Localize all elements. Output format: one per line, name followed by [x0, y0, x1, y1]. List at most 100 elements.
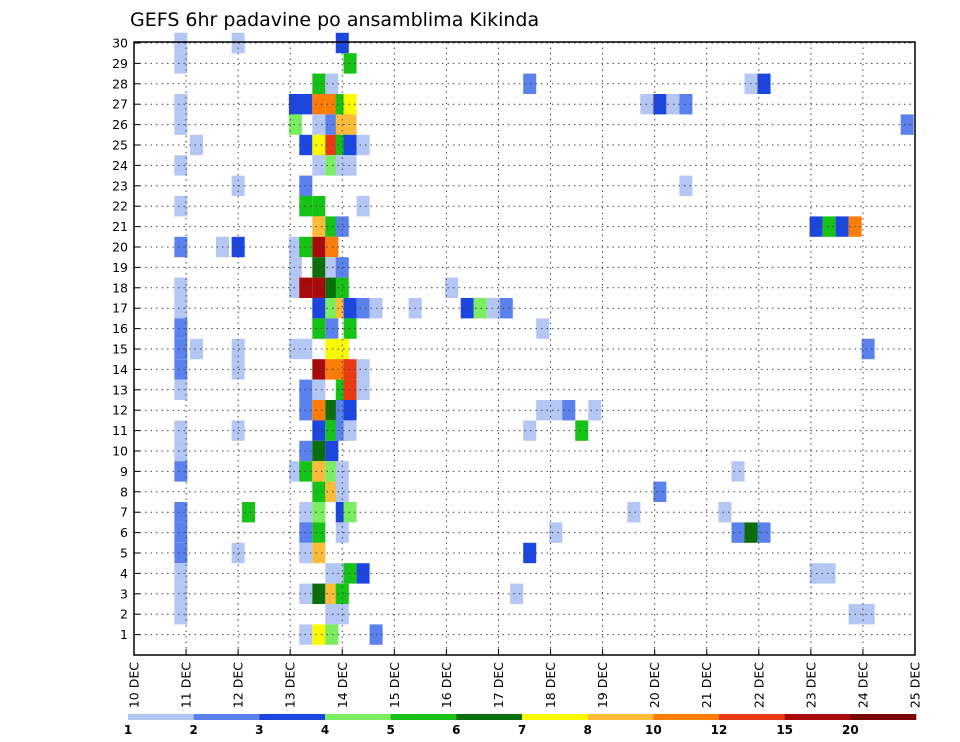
precip-cell — [861, 604, 875, 625]
colorbar-legend: 1 2 3 4 5 6 7 8 10 12 15 20 — [124, 714, 917, 737]
y-tick-label: 8 — [120, 484, 128, 499]
y-tick-label: 1 — [120, 627, 128, 642]
precip-cell — [588, 400, 602, 421]
precip-cell — [189, 134, 203, 156]
precip-cell — [325, 420, 339, 441]
precip-cell — [335, 338, 349, 360]
precip-cell — [343, 502, 357, 523]
precip-cell — [174, 236, 188, 258]
precip-cell — [325, 400, 339, 421]
precip-cell — [325, 359, 339, 380]
precip-cell — [242, 502, 256, 523]
precip-cell — [312, 400, 326, 421]
precip-cell — [325, 583, 339, 604]
precip-cell — [325, 114, 339, 135]
precip-cell — [325, 604, 339, 625]
precip-cell — [343, 563, 357, 584]
colorbar-label: 7 — [518, 723, 526, 737]
y-tick-label: 4 — [120, 566, 128, 581]
y-axis: 1234567891011121314151617181920212223242… — [112, 36, 140, 642]
precip-cell — [312, 440, 326, 462]
colorbar-label: 3 — [255, 723, 263, 737]
precip-cell — [536, 400, 550, 421]
x-tick-label: 22 DEC — [751, 662, 766, 708]
precip-cell — [312, 583, 326, 604]
colorbar-swatch — [193, 714, 260, 720]
colorbar-label: 2 — [189, 723, 197, 737]
precip-cell — [174, 53, 188, 74]
colorbar-swatch — [719, 714, 785, 720]
colorbar-label: 15 — [776, 723, 793, 737]
precip-cell — [679, 94, 693, 115]
precip-cell — [174, 298, 188, 319]
precip-cell — [174, 563, 188, 584]
precip-cell — [312, 257, 326, 278]
colorbar-swatch — [259, 714, 326, 720]
precip-cell — [325, 155, 339, 176]
precip-cell — [343, 155, 357, 176]
precip-cell — [174, 155, 188, 176]
precip-cell — [325, 624, 339, 645]
y-tick-label: 5 — [120, 546, 128, 561]
colorbar-label: 6 — [452, 723, 460, 737]
precip-cell — [312, 134, 326, 156]
precip-cell — [325, 563, 339, 584]
precip-cell — [312, 114, 326, 135]
precip-cell — [325, 481, 339, 502]
precip-cell — [174, 277, 188, 298]
x-tick-label: 15 DEC — [387, 662, 402, 708]
precipitation-cells — [174, 32, 914, 645]
y-tick-label: 22 — [112, 199, 128, 214]
precip-cell — [312, 502, 326, 523]
precip-cell — [312, 196, 326, 217]
colorbar-label: 8 — [583, 723, 591, 737]
chart-title: GEFS 6hr padavine po ansamblima Kikinda — [130, 9, 539, 31]
precip-cell — [653, 481, 667, 502]
precip-cell — [325, 298, 339, 319]
y-tick-label: 24 — [112, 158, 128, 173]
precip-cell — [312, 359, 326, 380]
precip-cell — [575, 420, 589, 441]
x-tick-label: 17 DEC — [491, 662, 506, 708]
precip-cell — [288, 338, 302, 360]
precip-cell — [174, 32, 188, 54]
precip-cell — [627, 502, 641, 523]
precip-cell — [312, 216, 326, 237]
colorbar-swatch — [390, 714, 457, 720]
precip-cell — [174, 440, 188, 462]
precip-cell — [718, 502, 732, 523]
precip-cell — [312, 624, 326, 645]
precip-cell — [312, 542, 326, 564]
precip-cell — [325, 73, 339, 94]
y-tick-label: 17 — [112, 301, 128, 316]
x-tick-label: 19 DEC — [595, 662, 610, 708]
precip-cell — [174, 502, 188, 523]
precip-cell — [523, 420, 537, 441]
grid-lines — [134, 42, 915, 655]
colorbar-swatch — [784, 714, 851, 720]
colorbar-label: 1 — [124, 723, 132, 737]
precip-cell — [499, 298, 513, 319]
y-tick-label: 28 — [112, 76, 128, 91]
y-tick-label: 7 — [120, 505, 128, 520]
y-tick-label: 11 — [112, 423, 128, 438]
precip-cell — [900, 114, 914, 135]
precip-cell — [174, 94, 188, 115]
precip-cell — [356, 134, 370, 156]
precip-cell — [312, 420, 326, 441]
y-tick-label: 23 — [112, 178, 128, 193]
colorbar-swatch — [653, 714, 720, 720]
precip-cell — [343, 114, 357, 135]
y-tick-label: 29 — [112, 56, 128, 71]
precip-cell — [757, 522, 771, 543]
y-tick-label: 3 — [120, 586, 128, 601]
precip-cell — [335, 277, 349, 298]
y-tick-label: 20 — [112, 240, 128, 255]
precip-cell — [549, 522, 563, 543]
precip-cell — [325, 216, 339, 237]
precip-cell — [536, 318, 550, 339]
colorbar-swatch — [325, 714, 391, 720]
x-tick-label: 20 DEC — [647, 662, 662, 708]
y-tick-label: 14 — [112, 362, 128, 377]
